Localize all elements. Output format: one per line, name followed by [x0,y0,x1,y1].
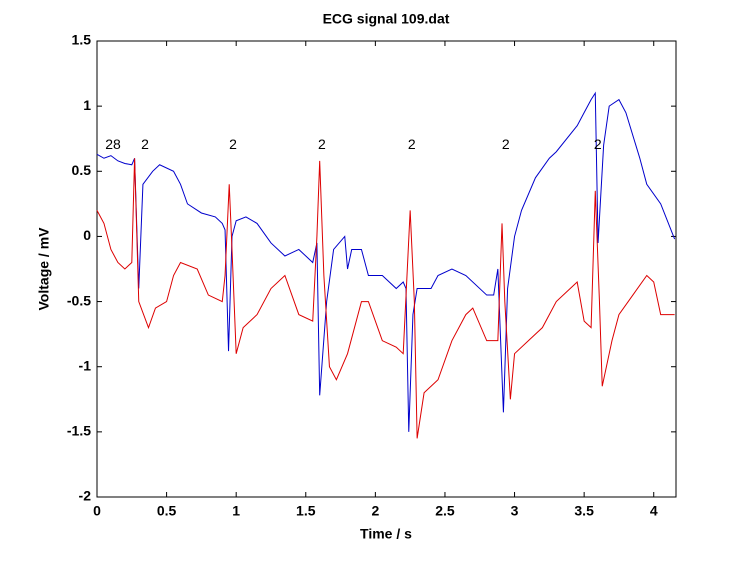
y-tick-label: 1.5 [72,32,92,48]
y-tick-label: -1.5 [67,423,91,439]
x-tick-label: 1.5 [296,503,316,519]
annotation: 2 [408,136,416,152]
annotation: 2 [318,136,326,152]
x-axis-label: Time / s [360,526,412,542]
x-tick-label: 3 [511,503,519,519]
series-line [96,91,676,432]
x-tick-label: 2.5 [435,503,455,519]
annotation: 2 [502,136,510,152]
annotation: 28 [105,136,121,152]
x-tick-label: 0.5 [157,503,177,519]
y-tick-label: -2 [79,488,92,504]
x-tick-label: 1 [232,503,240,519]
y-axis-label: Voltage / mV [36,227,52,311]
y-tick-label: -1 [79,357,92,373]
x-tick-label: 4 [650,503,658,519]
y-tick-label: 1 [83,97,91,113]
series-line [96,158,675,439]
annotation: 2 [229,136,237,152]
y-tick-label: -0.5 [67,292,91,308]
plot-area [96,40,677,498]
annotation: 2 [594,136,602,152]
x-tick-label: 3.5 [574,503,594,519]
annotation: 2 [141,136,149,152]
x-tick-label: 0 [93,503,101,519]
x-tick-label: 2 [371,503,379,519]
chart-title: ECG signal 109.dat [323,11,450,27]
y-tick-label: 0.5 [72,162,92,178]
y-tick-label: 0 [83,227,91,243]
